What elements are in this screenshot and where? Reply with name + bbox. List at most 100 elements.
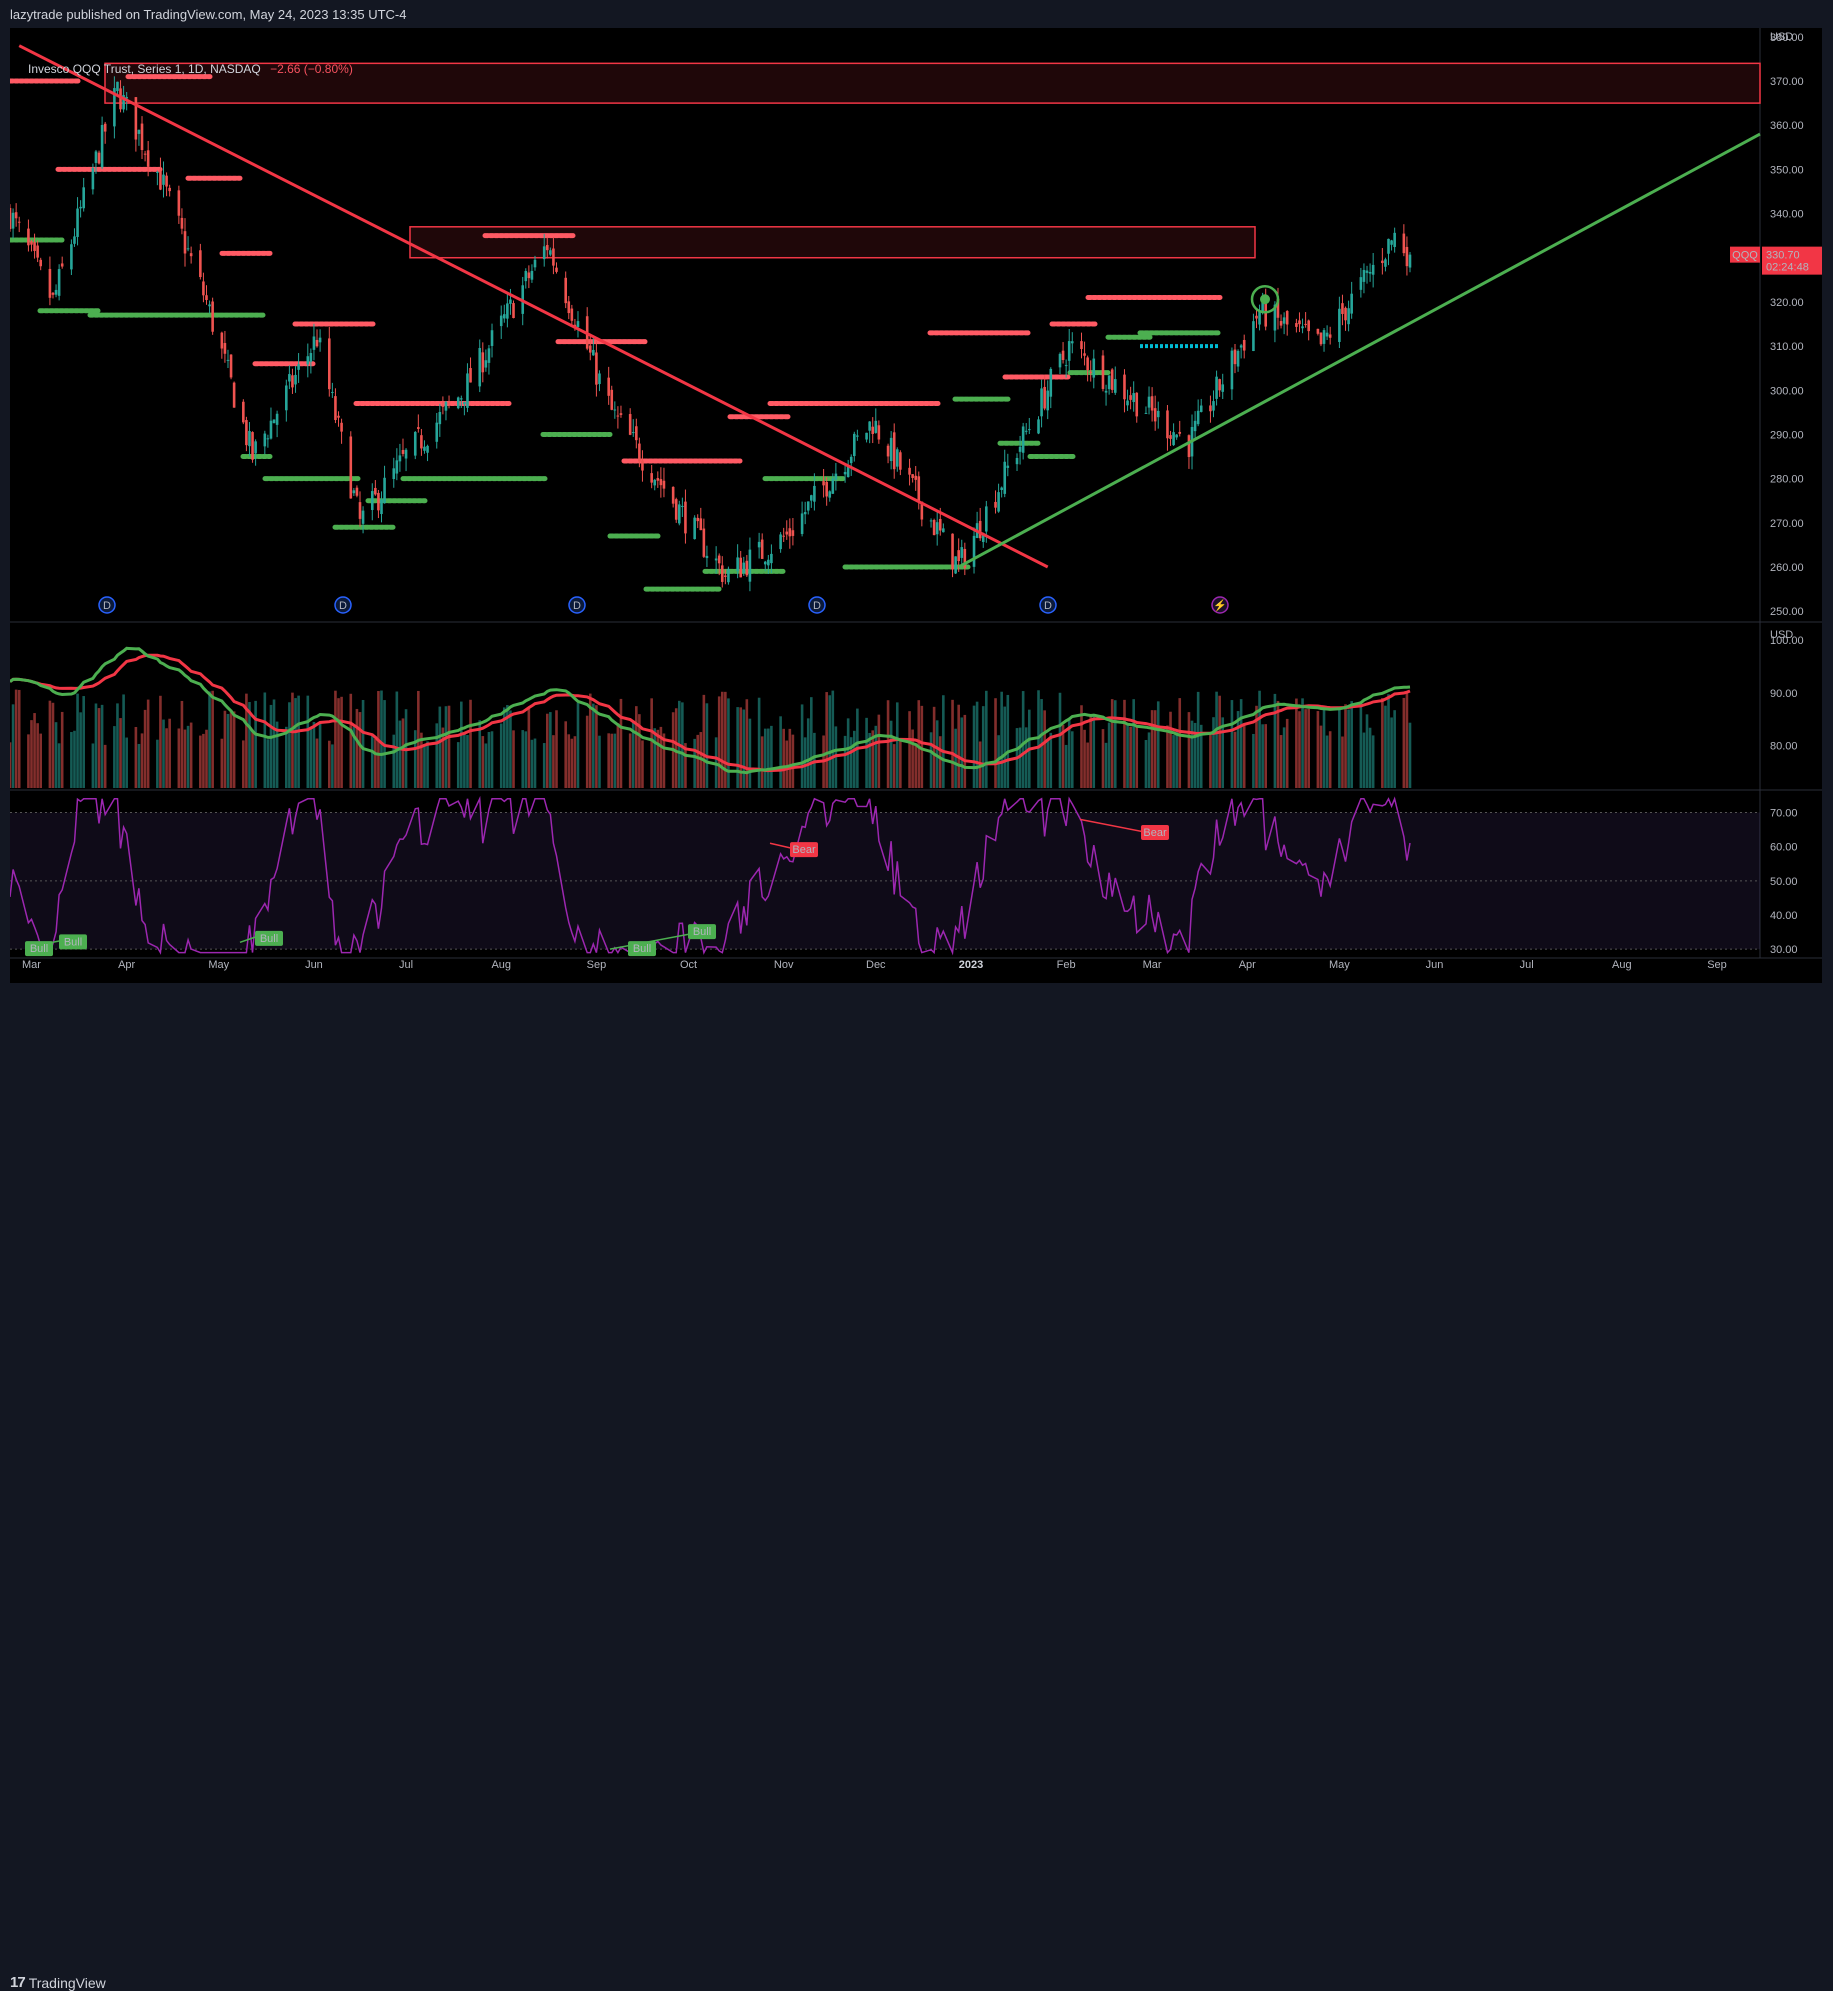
candle-body [865,432,868,440]
candle-body [555,267,558,272]
volume-bar [895,702,899,788]
candle-body [1187,435,1191,458]
volume-bar [533,738,537,788]
volume-bar [463,733,466,788]
volume-bar [54,722,58,788]
volume-bar [1264,724,1268,788]
candle-body [917,476,921,503]
volume-bar [91,743,95,788]
candle-body [113,88,116,127]
volume-bar [613,733,617,788]
candle-body [1080,341,1083,350]
volume-bar [868,732,871,788]
rsi-tick-label: 40.00 [1770,910,1798,922]
volume-bar [1402,697,1406,788]
tradingview-logo[interactable]: 17 TradingView [10,1974,106,1991]
volume-bar [254,700,257,788]
volume-bar [696,734,700,788]
candle-body [1107,375,1111,390]
candle-body [1285,311,1289,325]
candle-body [447,402,451,404]
candle-body [628,414,632,435]
volume-bar [760,736,764,788]
volume-bar [763,728,767,788]
chart-area[interactable]: D D D D D ⚡ USD 380.00 370.00 360.00 350.00 340.00 3… [10,28,1822,983]
volume-bar [202,733,205,788]
candle-body [116,81,119,92]
candle-body [1368,272,1372,274]
volume-bar [1083,729,1086,788]
candle-body [720,565,724,582]
candle-body [1147,396,1151,408]
volume-bar [638,714,641,788]
candle-body [889,437,893,462]
volume-bar [315,738,319,788]
candle-body [232,382,236,408]
candle-body [33,242,36,251]
volume-bar [1350,701,1353,788]
volume-bar [849,737,853,788]
candle-body [929,520,933,522]
candle-body [951,533,954,570]
candle-body [1006,465,1010,468]
candle-body [963,548,967,569]
volume-bar [1359,701,1363,788]
candle-body [662,480,666,489]
volume-bar [892,744,896,788]
volume-bar [285,726,288,788]
volume-bar [908,711,911,788]
candle-body [932,520,936,536]
volume-bar [14,689,18,788]
volume-bar [143,709,147,788]
candle-body [1067,341,1071,361]
bull-label: Bull [633,943,651,955]
volume-bar [119,718,122,788]
candle-body [779,534,782,550]
rsi-tick-label: 30.00 [1770,944,1798,956]
candle-body [1341,303,1344,314]
candle-body [972,535,976,567]
bull-label-bg [25,941,53,957]
volume-bar [60,711,64,788]
candle-body [530,270,534,280]
symbol-legend: Invesco QQQ Trust, Series 1, 1D, NASDAQ … [28,62,353,76]
volume-bar [481,736,485,788]
chart-svg[interactable]: D D D D D ⚡USD380.00370.00360.00350.00340.003… [10,28,1822,983]
candle-body [635,426,638,441]
target-circle [1250,285,1280,314]
candle-body [340,422,343,432]
volume-bar [1295,698,1298,788]
candle-body [1027,429,1031,431]
volume-bar [1212,717,1215,788]
volume-bar [294,698,297,788]
volume-bar [545,713,549,788]
candle-body [1175,434,1178,438]
price-tick-label: 350.00 [1770,164,1804,176]
candle-body [211,301,214,332]
volume-bar [57,743,61,788]
candle-body [291,375,294,388]
bull-label-bg [255,930,283,946]
volume-bar [460,701,463,788]
candle-body [619,413,623,415]
candle-body [380,499,383,515]
x-axis-label: Aug [1612,959,1632,971]
candle-body [1276,298,1280,318]
candle-body [140,123,144,150]
candle-body [895,449,899,467]
volume-bar [441,727,445,788]
volume-bar [420,732,423,788]
candle-body [1043,386,1046,409]
volume-bar [1209,734,1212,788]
volume-bar [447,705,451,788]
volume-bar [757,697,761,788]
volume-bar [398,720,402,788]
resistance-zone [104,62,1761,104]
volume-bar [113,726,116,788]
candle-body [1230,350,1234,390]
candle-body [1273,304,1277,331]
volume-group [10,689,1412,788]
volume-bar [588,693,592,788]
volume-bar [914,744,918,788]
candle-body [981,533,985,543]
